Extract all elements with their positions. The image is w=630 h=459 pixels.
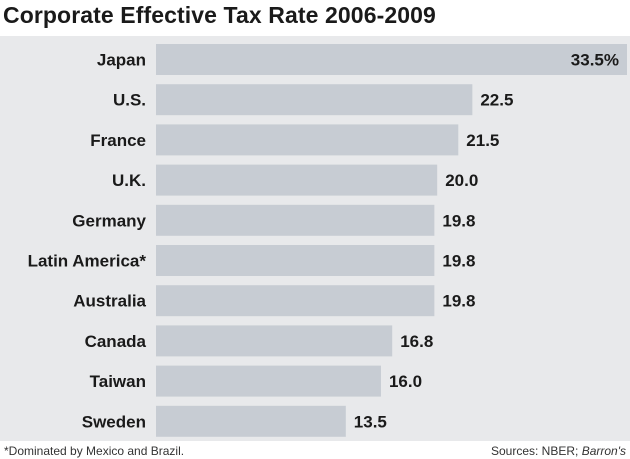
bar-chart: Japan 33.5% U.S. 22.5 France 21.5 U.K. 20.0 Germ… (28, 44, 627, 437)
bar-2 (156, 124, 459, 156)
category-label: Australia (73, 292, 146, 311)
value-label: 16.8 (400, 332, 433, 351)
bar-1 (156, 84, 473, 116)
category-label: Canada (85, 332, 147, 351)
bar-8 (156, 365, 381, 397)
category-label: Latin America* (28, 252, 147, 271)
category-label: Taiwan (90, 372, 146, 391)
category-label: U.K. (112, 171, 146, 190)
source-credit: Sources: NBER; Barron's (491, 444, 626, 458)
value-label: 21.5 (466, 131, 499, 150)
chart-title: Corporate Effective Tax Rate 2006-2009 (3, 2, 436, 28)
bar-4 (156, 204, 435, 236)
category-label: Japan (97, 51, 146, 70)
source-publication: Barron's (581, 444, 626, 458)
value-label: 20.0 (445, 171, 478, 190)
category-label: U.S. (113, 91, 146, 110)
value-label: 16.0 (389, 372, 422, 391)
category-label: Sweden (82, 412, 146, 431)
value-label: 19.8 (442, 292, 475, 311)
bar-3 (156, 164, 438, 196)
value-label: 22.5 (480, 91, 513, 110)
value-label: 19.8 (442, 211, 475, 230)
bar-6 (156, 285, 435, 317)
category-label: France (90, 131, 146, 150)
footnote: *Dominated by Mexico and Brazil. (4, 444, 185, 458)
bar-5 (156, 245, 435, 276)
bar-9 (156, 405, 346, 437)
value-label: 33.5% (571, 51, 619, 70)
value-label: 13.5 (354, 412, 387, 431)
category-label: Germany (72, 211, 146, 230)
value-label: 19.8 (442, 252, 475, 271)
bar-7 (156, 325, 393, 357)
bar-0 (156, 44, 627, 75)
source-prefix: Sources: NBER; (490, 444, 582, 458)
chart-plot-area: Japan 33.5% U.S. 22.5 France 21.5 U.K. 20.0 Germ… (0, 36, 630, 441)
